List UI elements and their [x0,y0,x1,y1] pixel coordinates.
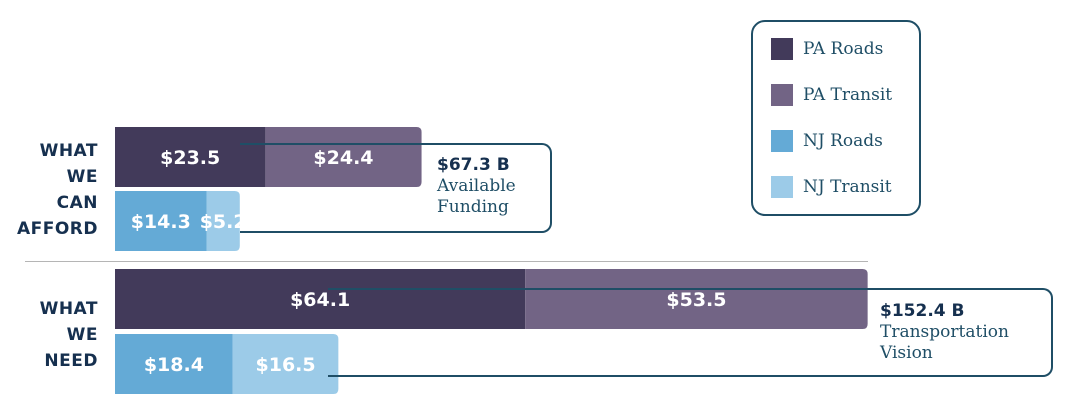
bar-segment [265,127,422,187]
legend-item: PA Transit [771,84,892,106]
total-bracket-afford [240,143,552,233]
group-divider [25,261,868,262]
bar-segment [206,191,240,251]
total-label-line: Funding [437,197,509,217]
bar-value-label: $18.4 [144,354,204,376]
group-label-line: WHAT [39,141,98,161]
total-value: $67.3 B [437,155,510,175]
legend-label: PA Transit [803,85,893,105]
legend-item: PA Roads [771,38,883,60]
group-label-line: AFFORD [16,219,98,239]
total-callout-need: $152.4 B Transportation Vision [880,300,1009,364]
legend-swatch [771,130,793,152]
total-value: $152.4 B [880,301,965,321]
bar-segment [115,269,526,329]
bar-value-label: $53.5 [666,289,726,311]
legend-swatch [771,176,793,198]
bar-segment [525,269,868,329]
legend-swatch [771,38,793,60]
total-label-line: Transportation [880,322,1009,342]
bar-value-label: $23.5 [160,147,220,169]
legend-label: PA Roads [803,39,884,59]
legend: PA Roads PA Transit NJ Roads NJ Transit [751,20,921,216]
group-label-afford: WHAT WE CAN AFFORD [17,138,98,242]
legend-swatch [771,84,793,106]
bar-segment [115,191,207,251]
legend-item: NJ Roads [771,130,883,152]
bar-value-label: $16.5 [256,354,316,376]
legend-label: NJ Roads [803,131,883,151]
bar-value-label: $14.3 [131,211,191,233]
group-label-line: NEED [44,351,98,371]
bar-value-label: $5.2 [200,211,247,233]
total-label-line: Available [437,176,516,196]
bar-segment [115,334,233,394]
group-label-line: WHAT [39,299,98,319]
bar-segment [115,127,266,187]
legend-item: NJ Transit [771,176,892,198]
group-label-need: WHAT WE NEED [40,296,98,374]
group-label-line: WE [66,167,98,187]
legend-label: NJ Transit [803,177,892,197]
group-label-line: WE [66,325,98,345]
group-label-line: CAN [56,193,98,213]
bar-segment [232,334,339,394]
total-bracket-need [328,288,1053,377]
bar-value-label: $24.4 [313,147,373,169]
total-callout-afford: $67.3 B Available Funding [437,154,516,218]
total-label-line: Vision [880,343,933,363]
